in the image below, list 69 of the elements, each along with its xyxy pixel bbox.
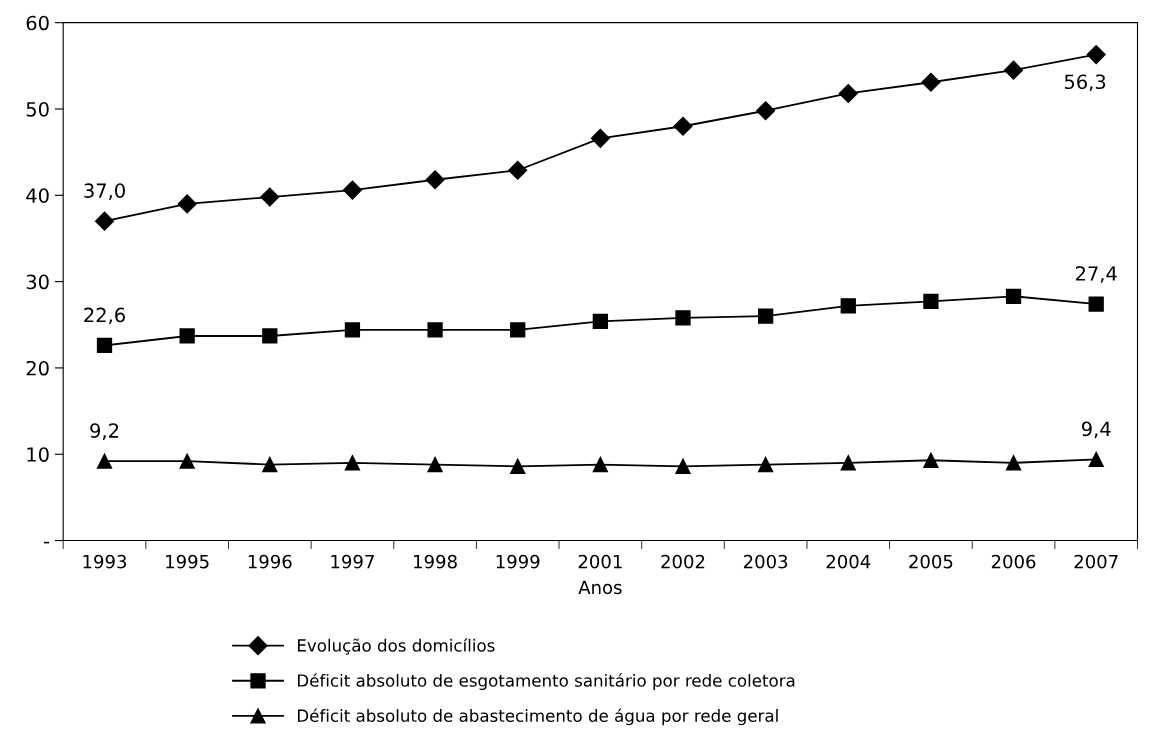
- y-tick-label: 20: [26, 360, 49, 376]
- point: [1005, 455, 1022, 471]
- x-tick-label: 2003: [743, 554, 788, 569]
- point: [427, 322, 443, 338]
- point: [675, 310, 691, 326]
- x-tick-label: 2007: [1074, 554, 1118, 569]
- point: [923, 452, 939, 468]
- point: [1004, 60, 1024, 80]
- x-tick-label: 1995: [166, 554, 209, 569]
- point: [921, 72, 941, 92]
- point: [838, 83, 858, 103]
- point: [96, 453, 113, 469]
- point: [673, 116, 693, 136]
- point: [94, 211, 115, 231]
- point: [1086, 45, 1106, 65]
- point: [179, 453, 195, 469]
- x-tick-label: 1997: [331, 554, 374, 569]
- point: [840, 298, 856, 314]
- y-tick-label: -: [43, 541, 50, 544]
- point: [510, 458, 526, 474]
- point: [1088, 451, 1104, 468]
- point: [757, 456, 774, 473]
- x-tick-label: 2001: [578, 554, 622, 569]
- y-tick-label: 40: [26, 188, 49, 203]
- point: [675, 458, 691, 474]
- x-tick-label: 1999: [496, 554, 540, 569]
- y-tick-label: 30: [26, 274, 49, 290]
- point: [592, 456, 608, 473]
- point: [425, 170, 445, 190]
- y-tick-label: 50: [26, 101, 49, 117]
- point: [592, 313, 608, 329]
- point: [179, 328, 195, 344]
- x-tick-label: 2004: [826, 554, 871, 569]
- x-tick-label: 2005: [909, 554, 953, 569]
- legend-label: Evolução dos domicílios: [297, 638, 495, 655]
- x-tick-label: 1996: [248, 554, 292, 569]
- point: [590, 128, 610, 148]
- point: [96, 337, 113, 354]
- point: [262, 328, 278, 344]
- x-tick-label: 1993: [83, 554, 127, 569]
- point: [342, 180, 362, 200]
- data-label: 56,3: [1064, 74, 1106, 92]
- point: [1088, 296, 1104, 312]
- data-label: 9,4: [1081, 421, 1111, 439]
- point: [1005, 288, 1022, 304]
- data-label: 22,6: [84, 307, 125, 325]
- point: [510, 322, 526, 338]
- point: [344, 322, 361, 338]
- point: [262, 456, 278, 473]
- y-tick-label: 60: [26, 15, 49, 31]
- point: [177, 194, 197, 214]
- data-label: 9,2: [90, 423, 119, 440]
- x-axis-title: Anos: [578, 580, 622, 595]
- data-label: 27,4: [1075, 266, 1117, 283]
- legend-label: Déficit absoluto de abastecimento de água por rede geral: [297, 708, 778, 726]
- y-tick-label: 10: [27, 447, 49, 462]
- point: [923, 293, 939, 310]
- x-tick-label: 2002: [661, 554, 705, 569]
- point: [757, 308, 774, 324]
- legend-label: Déficit absoluto de esgotamento sanitário por rede coletora: [297, 673, 795, 691]
- x-tick-label: 2006: [991, 554, 1036, 569]
- x-tick-label: 1998: [414, 554, 457, 569]
- data-label: 37,0: [84, 183, 125, 200]
- point: [508, 160, 528, 180]
- point: [840, 455, 856, 471]
- point: [427, 456, 443, 473]
- point: [260, 187, 280, 207]
- point: [756, 101, 776, 121]
- point: [344, 455, 361, 471]
